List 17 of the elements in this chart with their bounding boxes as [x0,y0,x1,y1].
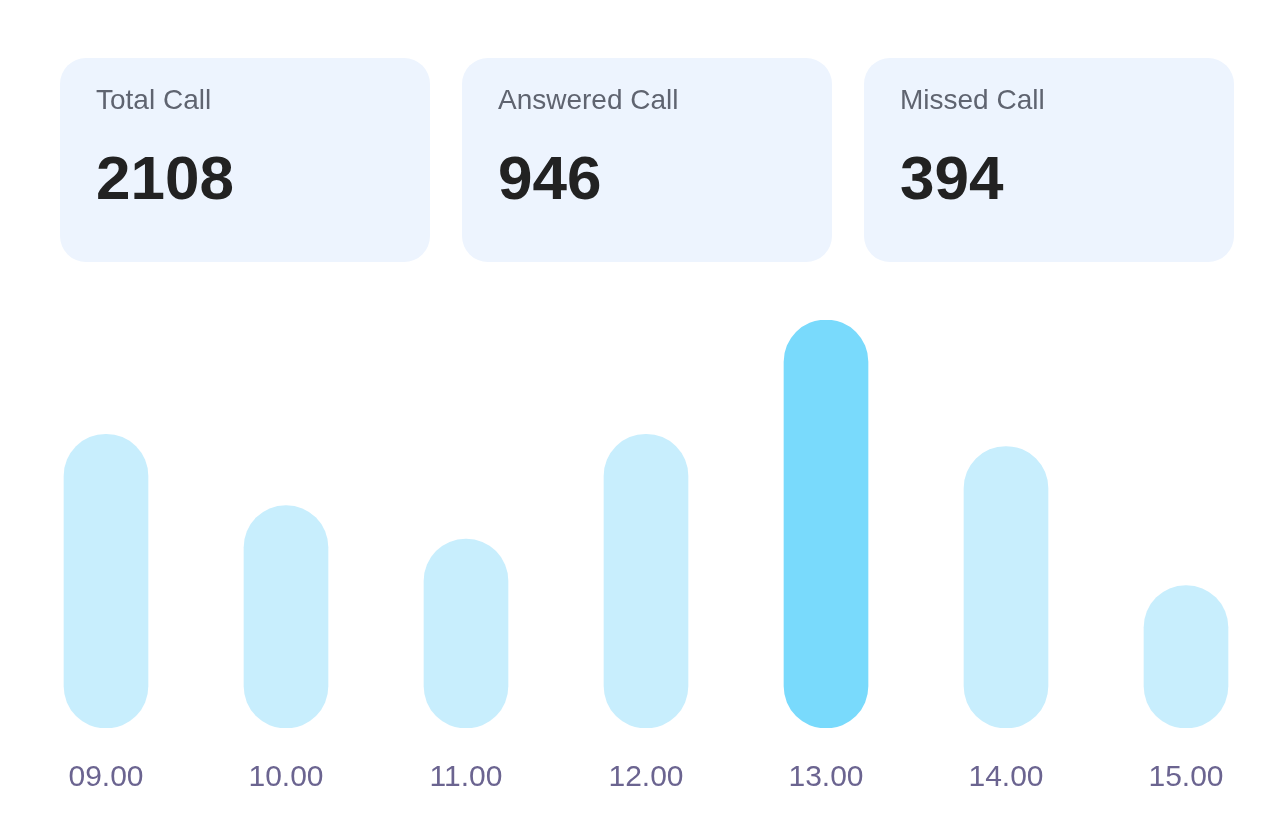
bar [963,446,1049,728]
bar [603,433,689,728]
text: Missed Call [900,84,1046,116]
text: 2108 [96,142,235,213]
bar [63,433,149,728]
text: 946 [498,142,603,213]
x-tick-label: 10.00 [248,759,324,793]
text: Answered Call [498,84,680,116]
text: Total Call [96,84,213,116]
bar [783,320,869,728]
x-tick-label: 11.00 [429,759,503,793]
text: 394 [900,142,1005,213]
x-tick-label: 15.00 [1148,759,1224,793]
x-tick-label: 09.00 [68,759,144,793]
x-tick-label: 12.00 [608,759,684,793]
x-tick-label: 14.00 [968,759,1044,793]
x-tick-label: 13.00 [788,759,864,793]
